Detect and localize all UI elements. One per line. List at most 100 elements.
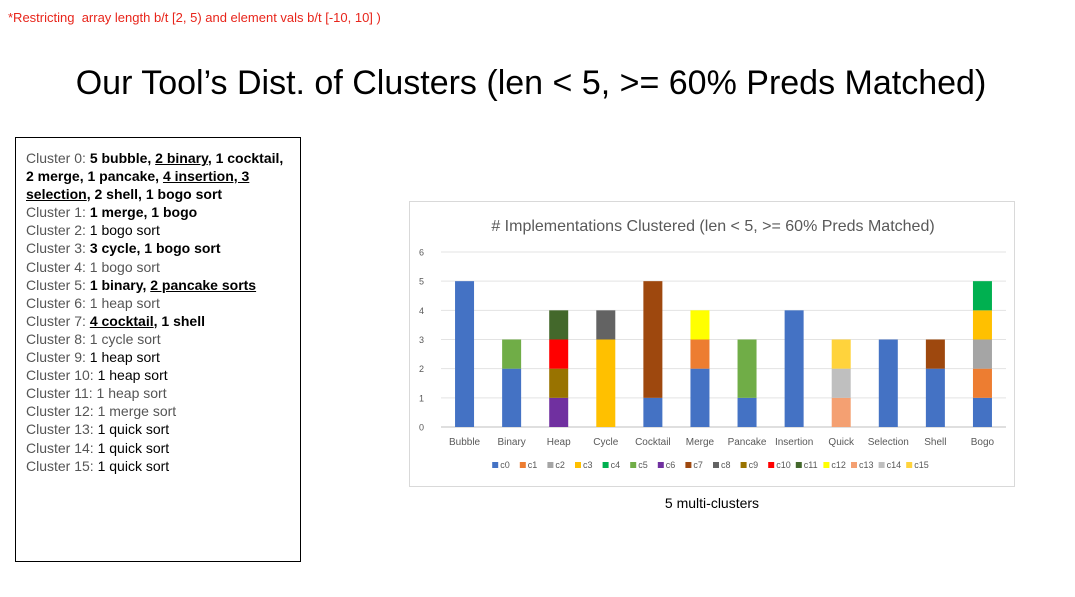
y-tick-label: 2 bbox=[419, 364, 424, 374]
y-tick-label: 0 bbox=[419, 423, 424, 433]
y-tick-label: 1 bbox=[419, 393, 424, 403]
bar-segment-c5 bbox=[737, 339, 757, 398]
bar-segment-c15 bbox=[831, 339, 851, 369]
cluster-detail: 2 pancake sorts bbox=[150, 276, 257, 293]
x-tick-label: Shell bbox=[924, 437, 946, 448]
cluster-label: Cluster 7: bbox=[26, 312, 86, 329]
legend-label: c13 bbox=[859, 460, 874, 470]
bar-segment-c0 bbox=[502, 368, 522, 427]
cluster-label: Cluster 6: bbox=[26, 294, 86, 311]
legend-swatch-c14 bbox=[878, 462, 885, 468]
legend-swatch-c7 bbox=[685, 462, 692, 468]
cluster-label: Cluster 9: bbox=[26, 349, 86, 366]
legend-label: c6 bbox=[666, 460, 676, 470]
legend-swatch-c11 bbox=[795, 462, 802, 468]
bar-segment-c4 bbox=[972, 281, 992, 311]
legend-swatch-c12 bbox=[823, 462, 830, 468]
cluster-line: Cluster 13: 1 quick sort bbox=[26, 420, 290, 438]
cluster-label: Cluster 15: bbox=[26, 457, 94, 474]
bar-segment-c0 bbox=[737, 397, 757, 427]
cluster-line: Cluster 1: 1 merge, 1 bogo bbox=[26, 203, 290, 221]
cluster-detail: , 2 shell, 1 bogo sort bbox=[86, 186, 223, 203]
cluster-label: Cluster 3: bbox=[26, 240, 86, 257]
legend-label: c5 bbox=[638, 460, 648, 470]
legend-swatch-c1 bbox=[519, 462, 526, 468]
bar-segment-c14 bbox=[831, 368, 851, 398]
legend-label: c0 bbox=[500, 460, 510, 470]
x-tick-label: Heap bbox=[547, 437, 571, 448]
cluster-line: Cluster 9: 1 heap sort bbox=[26, 348, 290, 366]
bar-segment-c10 bbox=[549, 339, 569, 369]
cluster-detail: 1 merge sort bbox=[93, 403, 177, 420]
cluster-detail: 1 heap sort bbox=[85, 349, 160, 366]
cluster-detail: 1 heap sort bbox=[85, 294, 160, 311]
legend-label: c11 bbox=[804, 460, 818, 470]
cluster-line: Cluster 2: 1 bogo sort bbox=[26, 221, 290, 239]
x-tick-label: Cocktail bbox=[635, 437, 671, 448]
cluster-detail: 1 binary, bbox=[89, 276, 151, 293]
cluster-line: Cluster 15: 1 quick sort bbox=[26, 457, 290, 475]
cluster-detail: 3 cycle, 1 bogo sort bbox=[89, 240, 221, 257]
bar-segment-c0 bbox=[972, 397, 992, 427]
legend-swatch-c8 bbox=[713, 462, 719, 468]
bar-segment-c3 bbox=[596, 339, 616, 427]
bar-segment-c9 bbox=[549, 368, 569, 398]
bar-segment-c6 bbox=[549, 397, 569, 427]
cluster-detail: 4 insertion, 3 selection bbox=[26, 168, 250, 203]
bar-segment-c0 bbox=[455, 281, 475, 427]
legend-label: c2 bbox=[555, 460, 565, 470]
chart-caption: 5 multi-clusters bbox=[664, 495, 760, 511]
x-tick-label: Pancake bbox=[728, 437, 767, 448]
legend-swatch-c5 bbox=[630, 462, 637, 468]
bar-segment-c0 bbox=[690, 368, 710, 427]
bar-segment-c0 bbox=[925, 368, 945, 427]
legend-swatch-c9 bbox=[740, 462, 747, 468]
cluster-detail: 1 quick sort bbox=[93, 421, 170, 438]
bar-segment-c0 bbox=[784, 310, 804, 427]
legend-swatch-c2 bbox=[547, 462, 554, 468]
bar-segment-c0 bbox=[643, 397, 663, 427]
legend-swatch-c3 bbox=[575, 462, 581, 468]
bar-segment-c1 bbox=[972, 368, 992, 398]
cluster-detail: 1 quick sort bbox=[93, 439, 170, 456]
legend-swatch-c0 bbox=[492, 462, 499, 468]
cluster-detail: , 1 shell bbox=[153, 312, 205, 329]
bar-segment-c3 bbox=[972, 310, 992, 340]
cluster-label: Cluster 12: bbox=[26, 403, 94, 420]
legend-swatch-c15 bbox=[906, 462, 913, 468]
restriction-note: *Restricting array length b/t [2, 5) and… bbox=[8, 10, 381, 25]
legend-label: c10 bbox=[776, 460, 791, 470]
cluster-detail: 5 bubble bbox=[89, 150, 148, 166]
cluster-line: Cluster 14: 1 quick sort bbox=[26, 439, 290, 457]
bar-segment-c11 bbox=[549, 310, 569, 340]
cluster-detail: 2 binary bbox=[155, 150, 208, 166]
legend-label: c4 bbox=[611, 460, 621, 470]
cluster-list: Cluster 0: 5 bubble, 2 binary, 1 cocktai… bbox=[15, 137, 301, 562]
legend-swatch-c4 bbox=[602, 462, 609, 468]
cluster-label: Cluster 1: bbox=[26, 204, 86, 221]
legend-label: c14 bbox=[887, 460, 902, 470]
bar-segment-c0 bbox=[878, 339, 898, 427]
stacked-bar-chart: # Implementations Clustered (len < 5, >=… bbox=[419, 218, 1006, 470]
cluster-label: Cluster 8: bbox=[26, 330, 86, 347]
legend-swatch-c6 bbox=[657, 462, 664, 468]
cluster-detail: 1 bogo sort bbox=[85, 258, 160, 275]
legend-label: c12 bbox=[831, 460, 846, 470]
x-tick-label: Merge bbox=[686, 437, 715, 448]
slide-title: Our Tool’s Dist. of Clusters (len < 5, >… bbox=[75, 64, 987, 102]
x-tick-label: Selection bbox=[868, 437, 909, 448]
cluster-line: Cluster 10: 1 heap sort bbox=[26, 366, 290, 384]
x-tick-label: Quick bbox=[828, 437, 855, 448]
bar-segment-c7 bbox=[643, 281, 663, 398]
y-tick-label: 3 bbox=[419, 335, 424, 345]
legend-label: c8 bbox=[721, 460, 731, 470]
bar-segment-c13 bbox=[831, 397, 851, 427]
bar-segment-c8 bbox=[596, 310, 616, 340]
x-tick-label: Cycle bbox=[593, 437, 618, 448]
cluster-detail: 1 heap sort bbox=[93, 367, 168, 384]
cluster-label: Cluster 0: bbox=[26, 150, 86, 166]
cluster-label: Cluster 4: bbox=[26, 258, 86, 275]
y-tick-label: 5 bbox=[419, 277, 424, 287]
x-tick-label: Bogo bbox=[971, 437, 995, 448]
cluster-line: Cluster 0: 5 bubble, 2 binary, 1 cocktai… bbox=[26, 149, 290, 203]
